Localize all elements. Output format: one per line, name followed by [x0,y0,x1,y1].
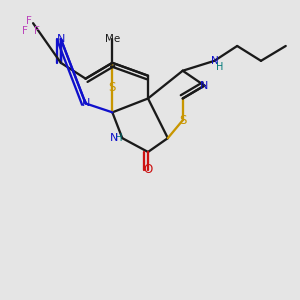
Text: N: N [200,81,209,91]
Text: N: N [110,133,118,143]
Text: N: N [57,34,65,44]
Text: H: H [216,62,223,72]
Text: O: O [143,163,153,176]
Text: F: F [22,26,28,36]
Text: Me: Me [105,34,120,44]
Text: F: F [34,26,40,36]
Text: N: N [211,56,218,66]
Text: S: S [179,114,186,127]
Text: H: H [115,133,122,143]
Text: N: N [81,98,90,108]
Text: S: S [109,81,116,94]
Text: F: F [26,16,32,26]
